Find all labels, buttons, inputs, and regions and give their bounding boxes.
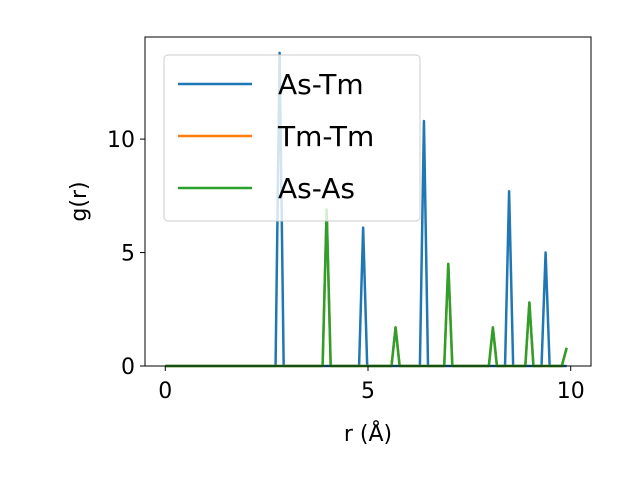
legend-box: [163, 54, 421, 222]
y-tick-label: 0: [121, 355, 135, 380]
series-layer: [165, 51, 568, 368]
legend-label: As-As: [278, 172, 355, 205]
x-axis-label: r (Å): [344, 420, 392, 447]
legend: As-Tm Tm-Tm As-As: [163, 54, 421, 222]
legend-label: Tm-Tm: [277, 120, 374, 153]
legend-label: As-Tm: [278, 68, 364, 101]
y-tick-label: 10: [107, 128, 135, 153]
y-axis-label: g(r): [67, 181, 92, 221]
x-tick-label: 10: [557, 379, 585, 404]
series-line-as-tm: [165, 51, 567, 368]
y-tick-label: 5: [121, 242, 135, 267]
series-line-as-as: [165, 208, 568, 368]
ticks-layer: 0 5 10 0 5 10: [107, 128, 585, 404]
x-tick-label: 5: [361, 379, 375, 404]
x-tick-label: 0: [158, 379, 172, 404]
